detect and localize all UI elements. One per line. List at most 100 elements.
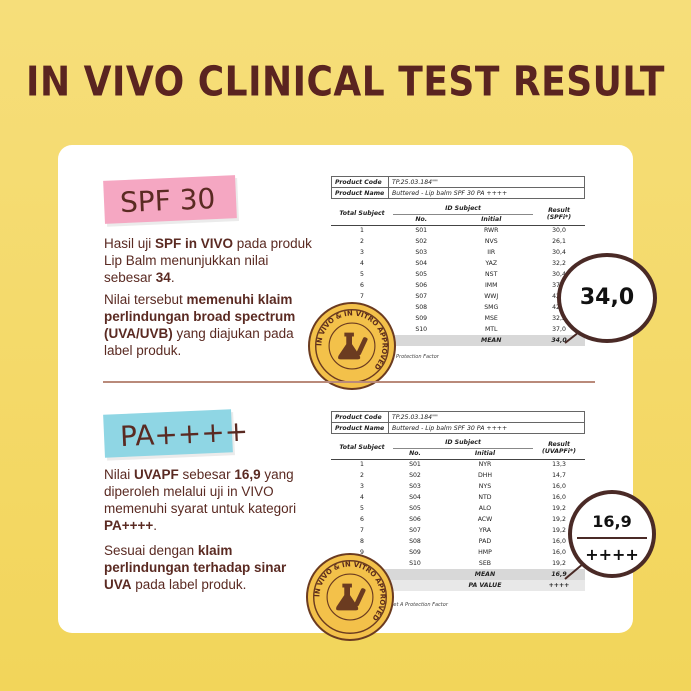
- cell-result: 19,2: [552, 505, 566, 512]
- cell-no: S10: [415, 326, 428, 333]
- cell-total: 7: [360, 527, 364, 534]
- cell-initial: NYR: [478, 461, 492, 469]
- pa-paragraph-1: Nilai UVAPF sebesar 16,9 yang diperoleh …: [104, 466, 319, 534]
- text-segment: 16,9: [234, 467, 261, 482]
- cell-initial: NST: [485, 271, 498, 278]
- spf-paragraph-1: Hasil uji SPF in VIVO pada produk Lip Ba…: [104, 235, 319, 286]
- cell-no: S01: [415, 227, 428, 235]
- cell-total: 7: [360, 293, 364, 300]
- table-row: 3 S03 IIR 30,4: [331, 247, 585, 258]
- text-segment: UVAPF: [134, 467, 179, 482]
- product-name: Buttered - Lip balm SPF 30 PA ++++: [388, 187, 585, 199]
- table-row: 6 S06 ACW 19,2: [331, 514, 585, 525]
- svg-text:IN VIVO & IN VITRO APPROVED: IN VIVO & IN VITRO APPROVED: [315, 309, 388, 371]
- pa-paragraph-2: Sesuai dengan klaim perlindungan terhada…: [104, 542, 304, 593]
- page-title: IN VIVO CLINICAL TEST RESULT: [26, 58, 665, 107]
- col-total-subject: Total Subject: [331, 203, 393, 226]
- text-segment: .: [170, 270, 175, 285]
- col-total-subject: Total Subject: [331, 437, 393, 460]
- text-segment: Nilai tersebut: [104, 292, 187, 307]
- text-segment: 34: [155, 270, 171, 285]
- cell-result: 19,2: [552, 527, 566, 534]
- pa-footnote: iet A Protection Factor: [392, 602, 448, 608]
- table-row: 7S07WWJ42,6: [331, 291, 585, 302]
- cell-no: S09: [409, 549, 421, 556]
- cell-total: 5: [360, 271, 364, 278]
- product-name-label: Product Name: [331, 187, 389, 199]
- cell-no: S05: [409, 505, 421, 512]
- product-name-label: Product Name: [331, 422, 389, 434]
- cell-initial: YRA: [478, 527, 491, 534]
- table-row: 1 S01 NYR 13,3: [331, 459, 585, 470]
- cell-result: 30,4: [552, 271, 566, 278]
- cell-no: S02: [409, 472, 421, 479]
- cell-result: 16,0: [552, 549, 566, 556]
- spf-tag: SPF 30: [103, 175, 237, 224]
- pa-value: ++++: [533, 580, 585, 591]
- mean-label: MEAN: [449, 335, 533, 346]
- cell-result: 13,3: [552, 461, 566, 469]
- cell-initial: WWJ: [484, 293, 499, 300]
- pa-bubble-value: 16,9: [592, 512, 632, 531]
- product-code: TP.25.03.184"": [388, 411, 585, 423]
- table-row: 2 S02 NVS 26,1: [331, 236, 585, 247]
- cell-initial: MSE: [484, 315, 498, 322]
- text-segment: PA++++: [104, 518, 154, 533]
- cell-initial: IMM: [484, 282, 498, 289]
- cell-initial: NVS: [484, 238, 498, 245]
- cell-result: 19,2: [552, 560, 566, 567]
- col-id-subject: ID Subject: [393, 437, 533, 449]
- product-name: Buttered - Lip balm SPF 30 PA ++++: [388, 422, 585, 434]
- cell-initial: HMP: [478, 549, 492, 556]
- cell-no: S06: [409, 516, 421, 523]
- cell-total: 6: [360, 282, 364, 289]
- cell-initial: YAZ: [485, 260, 498, 267]
- cell-total: 2: [360, 238, 364, 245]
- cell-no: S03: [409, 483, 421, 490]
- cell-initial: RWR: [483, 227, 499, 235]
- cell-no: S07: [409, 527, 421, 534]
- cell-no: S05: [415, 271, 428, 278]
- cell-initial: PAD: [478, 538, 492, 545]
- table-row: 5 S05 NST 30,4: [331, 269, 585, 280]
- cell-result: 37,0: [552, 326, 566, 333]
- text-segment: sebesar: [178, 467, 235, 482]
- cell-total: 3: [360, 483, 364, 490]
- cell-result: 16,0: [552, 483, 566, 490]
- cell-total: 5: [360, 505, 364, 512]
- cell-no: S08: [409, 538, 421, 545]
- cell-result: 30,4: [552, 249, 566, 256]
- table-row: 1 S01 RWR 30,0: [331, 225, 585, 236]
- pa-result-bubble: 16,9 ++++: [568, 490, 656, 578]
- table-row: 3 S03 NYS 16,0: [331, 481, 585, 492]
- cell-result: 16,0: [552, 538, 566, 545]
- cell-initial: IIR: [487, 249, 496, 256]
- text-segment: pada produk Lip Balm menunjukkan nilai s…: [104, 236, 312, 285]
- pa-bubble-divider: [577, 537, 647, 539]
- text-segment: yang diajukan pada label produk.: [104, 326, 294, 358]
- pa-result-table: Product Code TP.25.03.184"" Product Name B…: [331, 411, 585, 434]
- col-no: No.: [393, 448, 437, 460]
- table-row: 2 S02 DHH 14,7: [331, 470, 585, 481]
- cell-initial: SEB: [478, 560, 492, 567]
- spf-result-table: Product Code TP.25.03.184"" Product Name B…: [331, 176, 585, 199]
- section-divider: [103, 381, 595, 383]
- cell-initial: NTD: [478, 494, 492, 501]
- text-segment: yang diperoleh melalui uji in VIVO memen…: [104, 467, 297, 516]
- text-segment: memenuhi klaim perlindungan broad spectr…: [104, 292, 296, 341]
- table-row: 4 S04 NTD 16,0: [331, 492, 585, 503]
- cell-result: 26,1: [552, 238, 566, 245]
- table-row: 8 S08 PAD 16,0: [331, 536, 585, 547]
- product-code-label: Product Code: [331, 411, 389, 423]
- table-row: 4 S04 YAZ 32,2: [331, 258, 585, 269]
- col-result: Result (UVAPFi*): [533, 437, 585, 460]
- cell-initial: DHH: [477, 472, 493, 479]
- cell-no: S02: [415, 238, 428, 245]
- cell-result: 19,2: [552, 516, 566, 523]
- svg-text:IN VIVO & IN VITRO APPROVED: IN VIVO & IN VITRO APPROVED: [313, 560, 386, 622]
- cell-result: 32,2: [552, 260, 566, 267]
- cell-total: 3: [360, 249, 364, 256]
- text-segment: .: [153, 518, 158, 533]
- cell-total: 4: [360, 494, 364, 501]
- spf-paragraph-2: Nilai tersebut memenuhi klaim perlindung…: [104, 291, 319, 359]
